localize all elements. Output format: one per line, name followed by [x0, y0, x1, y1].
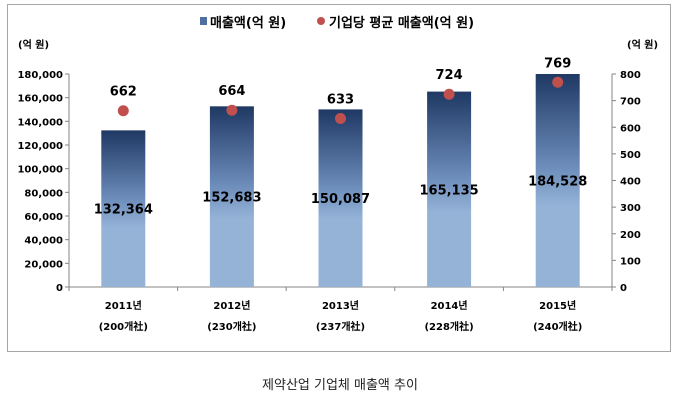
legend-bar-swatch — [200, 17, 207, 25]
bar-value-label: 132,364 — [94, 203, 153, 218]
avg-value-label: 724 — [436, 68, 463, 83]
y-tick-label-right: 500 — [620, 150, 641, 161]
chart-frame — [7, 4, 671, 352]
bar — [427, 91, 472, 288]
x-tick-label: 2011년 — [105, 299, 142, 312]
bar — [209, 106, 254, 287]
bar-value-label: 150,087 — [311, 192, 370, 207]
bar — [318, 109, 363, 287]
bar — [101, 130, 146, 287]
y-tick-label-left: 100,000 — [17, 165, 63, 176]
avg-value-label: 662 — [110, 85, 137, 100]
y-tick-label-left: 180,000 — [17, 70, 63, 81]
y-tick-label-right: 700 — [620, 97, 641, 108]
avg-dot — [443, 88, 455, 100]
y-tick-label-left: 160,000 — [17, 94, 63, 105]
avg-dot — [335, 112, 346, 124]
x-tick-sublabel: (237개社) — [316, 320, 365, 333]
legend-dot-swatch — [317, 17, 325, 25]
x-tick-sublabel: (240개社) — [533, 320, 582, 333]
x-tick-sublabel: (230개社) — [207, 320, 256, 333]
bar-value-label: 165,135 — [419, 183, 478, 198]
y-tick-label-right: 400 — [620, 177, 641, 188]
x-tick-label: 2015년 — [539, 299, 576, 312]
avg-value-label: 769 — [544, 56, 571, 71]
y-tick-label-left: 20,000 — [24, 259, 63, 270]
chart: 매출액(억 원) 기업당 평균 매출액(억 원) (억 원) (억 원) 0 20… — [17, 15, 658, 333]
avg-value-label: 633 — [327, 92, 354, 107]
bar-value-label: 152,683 — [202, 191, 261, 206]
y-axis-left-label: (억 원) — [18, 38, 49, 51]
bar — [535, 74, 580, 287]
legend-dot-label: 기업당 평균 매출액(억 원) — [329, 15, 474, 31]
avg-value-label: 664 — [218, 84, 245, 99]
y-tick-label-right: 200 — [620, 230, 641, 241]
y-tick-label-left: 80,000 — [24, 188, 63, 199]
x-tick-label: 2013년 — [322, 299, 359, 312]
y-axis-right-label: (억 원) — [627, 38, 658, 51]
legend-bar-label: 매출액(억 원) — [210, 15, 286, 31]
y-tick-label-right: 800 — [620, 70, 641, 81]
y-tick-label-left: 60,000 — [24, 212, 63, 223]
y-tick-label-left: 0 — [56, 283, 63, 294]
x-tick-sublabel: (200개社) — [99, 320, 148, 333]
y-tick-label-right: 0 — [620, 283, 627, 294]
y-tick-label-left: 140,000 — [17, 117, 63, 128]
x-tick-label: 2014년 — [431, 299, 468, 312]
avg-dot — [226, 104, 238, 116]
chart-caption: 제약산업 기업체 매출액 추이 — [262, 378, 418, 393]
y-tick-label-right: 300 — [620, 203, 641, 214]
y-tick-label-right: 600 — [620, 123, 641, 134]
avg-dot — [117, 105, 129, 117]
y-tick-label-left: 40,000 — [24, 236, 63, 247]
x-tick-label: 2012년 — [213, 299, 250, 312]
legend: 매출액(억 원) 기업당 평균 매출액(억 원) — [200, 15, 474, 31]
y-tick-label-right: 100 — [620, 256, 641, 267]
avg-dot — [552, 76, 564, 88]
bar-value-label: 184,528 — [528, 175, 587, 190]
y-tick-label-left: 120,000 — [17, 141, 63, 152]
x-tick-sublabel: (228개社) — [424, 320, 473, 333]
